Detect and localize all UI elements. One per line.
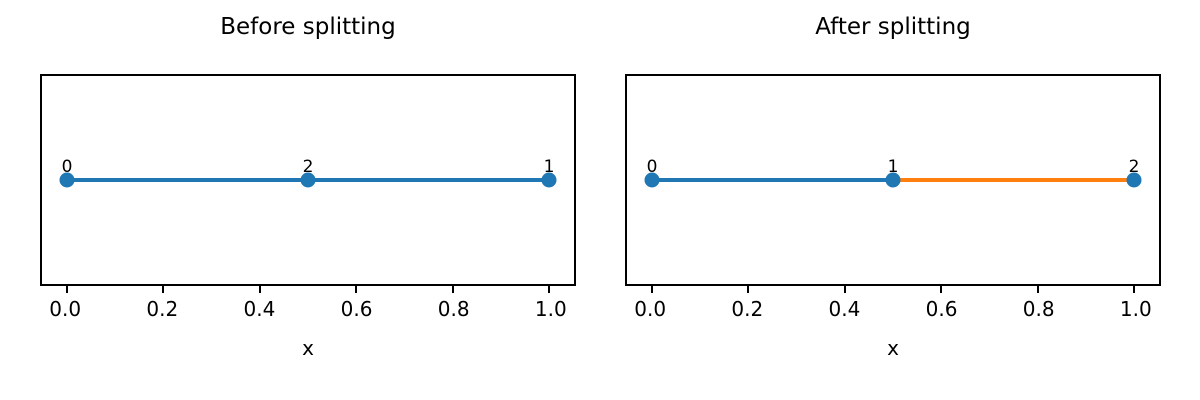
x-tick-mark <box>747 286 750 293</box>
data-point-marker <box>1126 172 1142 188</box>
point-label: 2 <box>302 157 314 178</box>
data-point-marker <box>885 172 901 188</box>
x-tick-mark <box>651 286 653 293</box>
data-point-marker <box>59 172 75 188</box>
x-tick-label: 0.6 <box>340 297 373 321</box>
x-tick-label: 0.6 <box>925 297 958 321</box>
x-tick-label: 0.2 <box>731 297 764 321</box>
x-tick-label: 0.0 <box>634 297 667 321</box>
x-tick-label: 1.0 <box>534 297 567 321</box>
x-tick-mark <box>1132 286 1135 293</box>
data-point-marker <box>541 172 557 188</box>
x-tick-mark <box>66 286 68 293</box>
data-point-marker <box>644 172 660 188</box>
x-tick-label: 0.4 <box>243 297 276 321</box>
line-segment <box>893 178 1134 182</box>
x-tick-label: 0.2 <box>146 297 179 321</box>
data-point-marker <box>300 172 316 188</box>
point-label: 0 <box>61 157 73 178</box>
x-tick-mark <box>843 286 846 293</box>
subplot-after-splitting: After splitting 0 1 2 0.0 0.2 0.4 0.6 0.8 1.0 x <box>625 0 1161 400</box>
plot-title: After splitting <box>815 14 971 40</box>
x-tick-mark <box>547 286 550 293</box>
axes: 0 1 2 <box>625 74 1161 293</box>
x-tick-mark <box>451 286 454 293</box>
x-tick-label: 0.0 <box>49 297 82 321</box>
x-ticks: 0.0 0.2 0.4 0.6 0.8 1.0 <box>40 297 576 323</box>
x-tick-mark <box>1036 286 1039 293</box>
x-tick-label: 0.4 <box>828 297 861 321</box>
point-label: 1 <box>543 157 555 178</box>
x-ticks: 0.0 0.2 0.4 0.6 0.8 1.0 <box>625 297 1161 323</box>
x-tick-mark <box>940 286 943 293</box>
x-axis-label: x <box>302 336 314 360</box>
x-tick-label: 1.0 <box>1119 297 1152 321</box>
x-tick-mark <box>258 286 261 293</box>
point-label: 0 <box>646 157 658 178</box>
x-tick-label: 0.8 <box>1022 297 1055 321</box>
x-tick-mark <box>162 286 165 293</box>
point-label: 1 <box>887 157 899 178</box>
x-tick-label: 0.8 <box>437 297 470 321</box>
plot-title: Before splitting <box>220 14 396 40</box>
axes: 0 2 1 <box>40 74 576 293</box>
point-label: 2 <box>1128 157 1140 178</box>
line-segment <box>652 178 893 182</box>
x-axis-label: x <box>887 336 899 360</box>
x-tick-mark <box>355 286 358 293</box>
